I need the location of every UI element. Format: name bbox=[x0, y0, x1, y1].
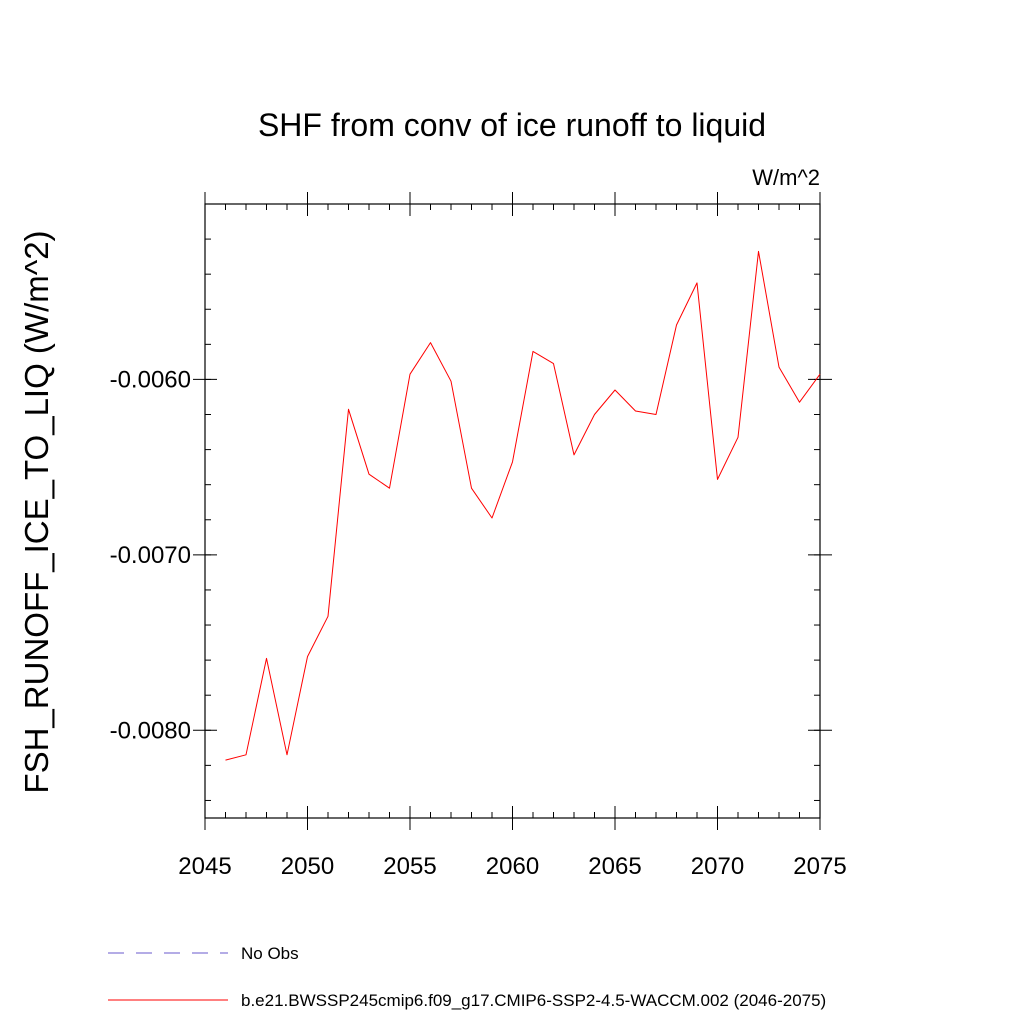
y-axis-label: FSH_RUNOFF_ICE_TO_LIQ (W/m^2) bbox=[18, 230, 55, 793]
y-tick-label: -0.0060 bbox=[110, 366, 191, 393]
y-tick-label: -0.0080 bbox=[110, 717, 191, 744]
series-line bbox=[225, 250, 821, 761]
plot-frame bbox=[204, 203, 821, 819]
legend-entry: b.e21.BWSSP245cmip6.f09_g17.CMIP6-SSP2-4… bbox=[108, 991, 826, 1010]
x-tick-label: 2050 bbox=[281, 853, 334, 880]
axis-tick-labels: 2045 2050 2055 2060 2065 2070 2075 -0.0060 -0.00… bbox=[110, 366, 847, 880]
series-layer bbox=[225, 250, 821, 761]
legend: No Obs b.e21.BWSSP245cmip6.f09_g17.CMIP6-… bbox=[108, 944, 826, 1010]
axis-ticks bbox=[193, 192, 832, 830]
x-tick-label: 2070 bbox=[691, 853, 744, 880]
x-tick-label: 2045 bbox=[178, 853, 231, 880]
x-tick-label: 2065 bbox=[588, 853, 641, 880]
y-tick-label: -0.0070 bbox=[110, 542, 191, 569]
legend-label: No Obs bbox=[241, 944, 299, 963]
chart-title: SHF from conv of ice runoff to liquid bbox=[258, 107, 766, 143]
x-tick-label: 2055 bbox=[383, 853, 436, 880]
legend-label: b.e21.BWSSP245cmip6.f09_g17.CMIP6-SSP2-4… bbox=[241, 991, 826, 1010]
legend-entry: No Obs bbox=[108, 944, 299, 963]
x-tick-label: 2075 bbox=[793, 853, 846, 880]
x-tick-label: 2060 bbox=[486, 853, 539, 880]
units-label: W/m^2 bbox=[752, 165, 820, 190]
